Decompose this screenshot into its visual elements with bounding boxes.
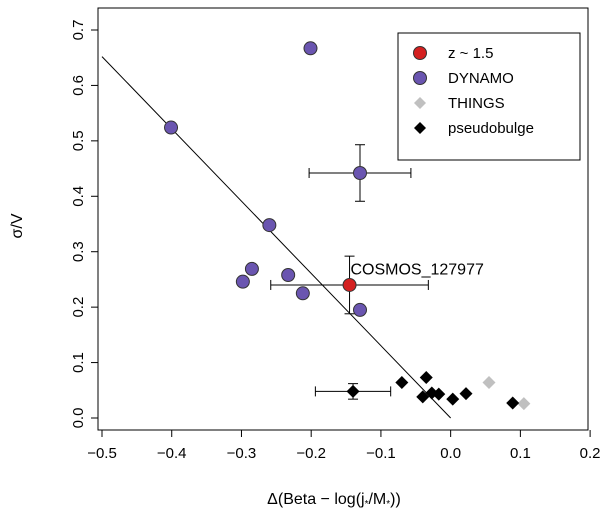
y-tick-label: 0.5: [70, 130, 87, 151]
x-tick-label: −0.2: [296, 445, 326, 462]
x-tick-label: 0.2: [580, 445, 601, 462]
data-point-dynamo: [281, 267, 296, 282]
legend-label: z ~ 1.5: [448, 45, 493, 62]
point-annotation: COSMOS_127977: [350, 261, 484, 278]
x-axis-label: Δ(Beta − log(j*/M*)): [267, 491, 401, 510]
y-tick-label: 0.3: [70, 241, 87, 262]
y-tick-label: 0.0: [70, 408, 87, 429]
x-axis-label-sub2: *: [386, 499, 390, 510]
plot-frame: [97, 7, 589, 431]
x-axis-label-sub1: *: [365, 499, 369, 510]
y-axis-label: σ/V: [9, 213, 26, 238]
data-point-dynamo: [244, 261, 259, 276]
data-point-dynamo: [295, 286, 310, 301]
y-tick-label: 0.2: [70, 297, 87, 318]
data-point-pseudobulge: [506, 396, 520, 410]
x-tick-label: −0.3: [227, 445, 257, 462]
data-point-dynamo: [164, 120, 179, 135]
x-tick-label: 0.1: [510, 445, 531, 462]
y-tick-label: 0.1: [70, 352, 87, 373]
legend-label: DYNAMO: [448, 70, 514, 87]
x-tick-label: 0.0: [440, 445, 461, 462]
data-point-dynamo: [303, 41, 318, 56]
data-point-pseudobulge: [419, 371, 433, 385]
data-point-dynamo: [353, 165, 368, 180]
x-tick-label: −0.4: [157, 445, 187, 462]
y-tick-label: 0.6: [70, 75, 87, 96]
fit-line: [101, 56, 452, 419]
x-tick-label: −0.5: [87, 445, 117, 462]
data-point-pseudobulge: [446, 392, 460, 406]
x-tick-label: −0.1: [366, 445, 396, 462]
legend-marker: [414, 97, 426, 109]
legend-marker: [414, 122, 426, 134]
data-point-z-1-5: [342, 277, 357, 292]
x-axis-label-mid: /M: [368, 491, 386, 508]
y-tick-label: 0.4: [70, 186, 87, 207]
legend-box: [397, 32, 581, 161]
x-axis-label-end: )): [390, 491, 401, 508]
x-axis-label-main: Δ(Beta − log(j: [267, 491, 364, 508]
data-point-pseudobulge: [459, 387, 473, 401]
data-point-pseudobulge: [395, 376, 409, 390]
data-point-things: [482, 376, 496, 390]
data-point-pseudobulge: [432, 387, 446, 401]
data-point-dynamo: [262, 218, 277, 233]
legend-marker: [413, 46, 427, 60]
data-point-dynamo: [235, 274, 250, 289]
y-tick-label: 0.7: [70, 20, 87, 41]
data-point-things: [517, 397, 531, 411]
legend-marker: [413, 71, 427, 85]
data-point-pseudobulge: [346, 384, 360, 398]
data-point-dynamo: [353, 302, 368, 317]
legend-label: THINGS: [448, 95, 505, 112]
legend-label: pseudobulge: [448, 120, 534, 137]
